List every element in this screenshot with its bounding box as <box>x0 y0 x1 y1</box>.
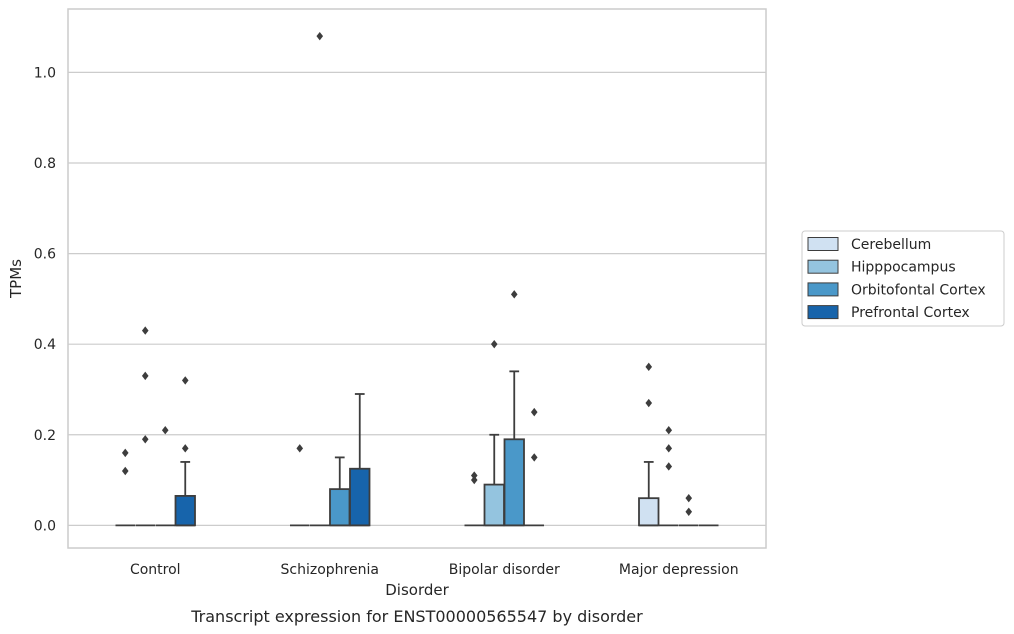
outlier-point <box>470 471 478 480</box>
y-tick-label: 0.6 <box>34 247 56 263</box>
outlier-point <box>296 444 304 453</box>
x-axis-ticks: Control Schizophrenia Bipolar disorder Majo… <box>130 562 739 578</box>
outlier-point <box>530 453 538 462</box>
y-tick-label: 0.2 <box>34 428 56 444</box>
outlier-point <box>141 371 149 381</box>
box-rect <box>638 497 660 527</box>
box-0-2 <box>155 426 175 527</box>
legend-label: Prefrontal Cortex <box>851 305 970 321</box>
y-tick-label: 0.4 <box>34 337 56 353</box>
outlier-point <box>665 444 673 453</box>
legend-frame <box>801 230 1005 327</box>
box-3-1 <box>659 426 679 527</box>
box-3-0 <box>638 362 660 527</box>
x-axis-label: Disorder <box>385 581 449 599</box>
legend-item: Cerebellum <box>807 237 931 253</box>
y-tick-label: 0.0 <box>34 518 56 534</box>
box-2-2 <box>503 290 525 527</box>
box-1-3 <box>349 393 371 527</box>
box-0-1 <box>135 326 155 527</box>
outlier-point <box>121 448 129 458</box>
outlier-point <box>141 326 149 335</box>
outlier-point <box>530 407 538 417</box>
box-1-0 <box>290 444 310 527</box>
y-tick-label: 1.0 <box>34 65 56 81</box>
legend-swatch <box>807 237 839 251</box>
y-axis-label: TPMs <box>7 259 25 299</box>
y-axis-ticks: 0.0 0.2 0.4 0.6 0.8 1.0 <box>34 65 56 534</box>
legend: Cerebellum Hipppocampus Orbitofontal Corte… <box>801 230 1005 327</box>
outlier-point <box>665 426 673 435</box>
outlier-point <box>685 507 693 516</box>
x-tick-label: Control <box>130 562 181 578</box>
outlier-point <box>490 339 498 349</box>
outlier-point <box>510 290 518 299</box>
x-tick-label: Major depression <box>619 562 739 578</box>
box-2-3 <box>524 407 544 527</box>
outlier-point <box>685 493 693 503</box>
box-rect <box>483 483 505 527</box>
outlier-point <box>181 376 189 385</box>
box-rect <box>329 488 351 527</box>
boxes-layer <box>115 31 719 527</box>
box-0-3 <box>174 376 196 527</box>
outlier-point <box>141 435 149 444</box>
box-rect <box>174 495 196 527</box>
legend-swatch <box>807 282 839 297</box>
box-2-1 <box>483 339 505 527</box>
box-0-0 <box>115 448 135 527</box>
legend-label: Cerebellum <box>851 237 931 253</box>
gridlines <box>68 71 766 526</box>
box-3-2 <box>679 493 699 527</box>
x-tick-label: Schizophrenia <box>281 562 379 578</box>
outlier-point <box>316 31 324 41</box>
legend-swatch <box>807 259 839 274</box>
outlier-point <box>161 426 169 435</box>
y-tick-label: 0.8 <box>34 156 56 172</box>
box-rect <box>503 438 525 527</box>
box-2-0 <box>464 471 484 527</box>
x-tick-label: Bipolar disorder <box>449 562 560 578</box>
plot-frame <box>67 8 767 549</box>
figure-caption: Transcript expression for ENST0000056554… <box>190 607 643 626</box>
outlier-point <box>181 444 189 453</box>
outlier-point <box>645 398 653 408</box>
outlier-point <box>645 362 653 372</box>
legend-swatch <box>807 305 839 320</box>
legend-label: Hipppocampus <box>851 260 956 276</box>
legend-item: Hipppocampus <box>807 259 956 276</box>
legend-item: Orbitofontal Cortex <box>807 282 986 298</box>
box-rect <box>349 467 371 527</box>
outlier-point <box>470 475 478 485</box>
legend-item: Prefrontal Cortex <box>807 305 970 321</box>
outlier-point <box>665 462 673 471</box>
legend-label: Orbitofontal Cortex <box>851 282 986 298</box>
outlier-point <box>121 466 129 476</box>
box-1-2 <box>329 456 351 527</box>
box-1-1 <box>310 31 330 527</box>
